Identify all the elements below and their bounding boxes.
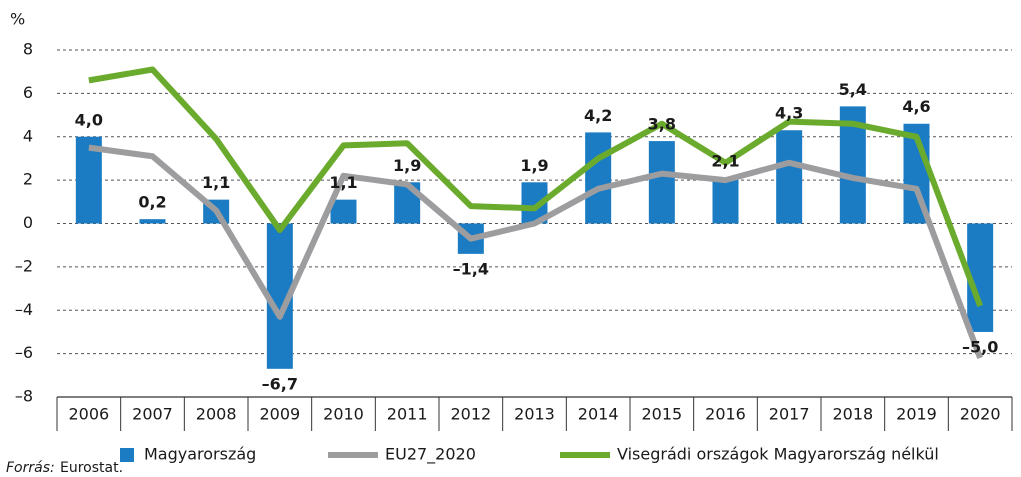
data-label: 4,6 (902, 97, 930, 116)
y-tick-label: 0 (23, 213, 33, 232)
legend-label: Magyarország (144, 445, 256, 464)
y-tick-label: –8 (15, 387, 33, 406)
y-unit-label: % (10, 10, 25, 29)
bar (648, 141, 675, 224)
x-tick-label: 2010 (323, 405, 364, 424)
x-tick-label: 2015 (641, 405, 682, 424)
x-tick-label: 2013 (514, 405, 555, 424)
data-label: 4,2 (584, 106, 612, 125)
source-label: Forrás: (6, 460, 55, 476)
x-tick-label: 2007 (132, 405, 173, 424)
data-label: 1,9 (520, 156, 548, 175)
x-tick-label: 2009 (259, 405, 300, 424)
y-tick-label: 6 (23, 83, 33, 102)
y-tick-label: 8 (23, 40, 33, 59)
line (88, 144, 983, 360)
bar (712, 177, 739, 224)
y-tick-label: –4 (15, 300, 33, 319)
legend-label: EU27_2020 (385, 445, 476, 465)
x-tick-label: 2014 (578, 405, 619, 424)
data-label: 2,1 (711, 151, 739, 170)
bar (776, 130, 803, 224)
y-tick-label: 2 (23, 170, 33, 189)
x-tick-label: 2016 (705, 405, 746, 424)
data-label: 1,1 (202, 173, 230, 192)
x-tick-label: 2012 (450, 405, 491, 424)
data-label: 1,9 (393, 156, 421, 175)
x-tick-label: 2008 (196, 405, 237, 424)
line (88, 66, 983, 307)
y-tick-label: –2 (15, 256, 33, 275)
data-label: 4,0 (75, 110, 103, 129)
y-tick-label: –6 (15, 343, 33, 362)
data-label: 1,1 (329, 173, 357, 192)
data-label: 0,2 (138, 193, 166, 212)
bar (139, 219, 166, 224)
data-label: –1,4 (453, 259, 489, 278)
x-tick-label: 2006 (68, 405, 109, 424)
x-tick-label: 2019 (896, 405, 937, 424)
data-label: –5,0 (962, 337, 998, 356)
x-tick-label: 2020 (960, 405, 1001, 424)
data-label: 5,4 (839, 80, 867, 99)
legend-swatch (120, 448, 134, 462)
bar (330, 199, 357, 224)
data-label: 4,3 (775, 104, 803, 123)
legend-label: Visegrádi országok Magyarország nélkül (617, 445, 939, 464)
source: Eurostat. (60, 460, 123, 476)
x-tick-label: 2011 (387, 405, 428, 424)
x-tick-label: 2017 (769, 405, 810, 424)
data-label: –6,7 (262, 374, 298, 393)
x-tick-label: 2018 (832, 405, 873, 424)
bar (585, 132, 612, 224)
y-tick-label: 4 (23, 126, 33, 145)
data-label: 3,8 (648, 115, 676, 134)
